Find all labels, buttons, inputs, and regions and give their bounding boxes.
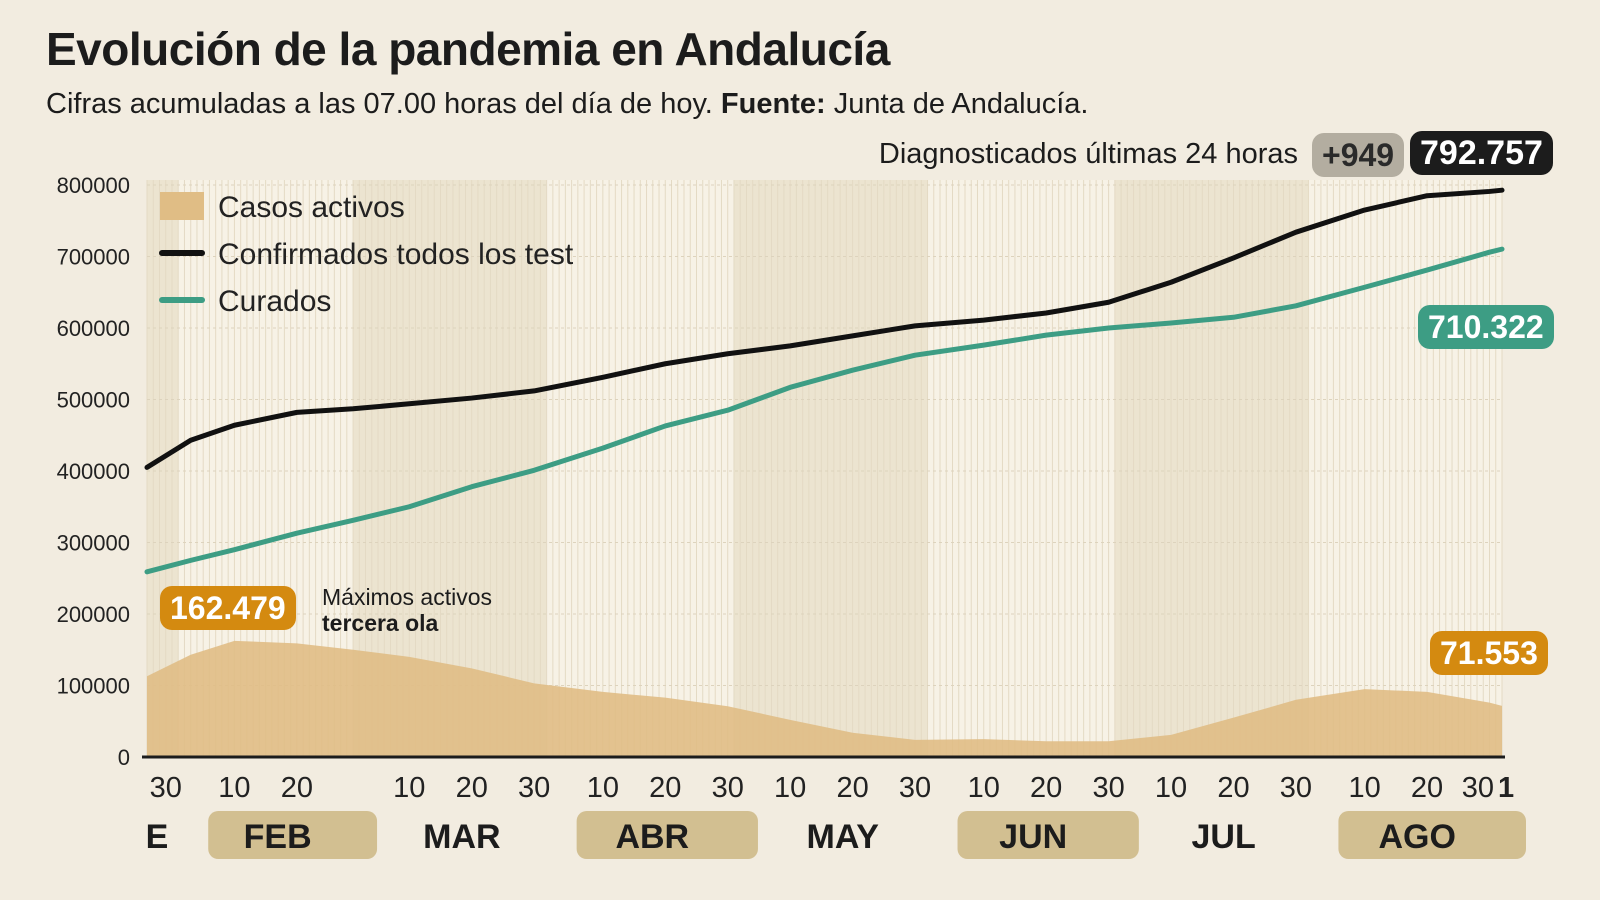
y-tick-label: 0: [118, 745, 130, 770]
peak-active-badge: 162.479: [160, 586, 296, 630]
month-label: FEB: [244, 818, 312, 856]
x-tick-label: 20: [649, 772, 681, 804]
x-tick-label: 10: [218, 772, 250, 804]
x-tick-label: 30: [518, 772, 550, 804]
month-label: MAR: [423, 818, 500, 856]
x-tick-label: 10: [774, 772, 806, 804]
month-label: AGO: [1378, 818, 1455, 856]
peak-label-1: Máximos activos: [322, 584, 492, 610]
legend-label: Casos activos: [218, 191, 405, 224]
y-tick-label: 800000: [57, 173, 130, 198]
x-tick-label: 30: [899, 772, 931, 804]
month-label: ABR: [615, 818, 689, 856]
month-label: MAY: [807, 818, 880, 856]
month-label: JUN: [999, 818, 1067, 856]
x-tick-label: 20: [1030, 772, 1062, 804]
x-tick-label: 20: [1411, 772, 1443, 804]
x-tick-label: 10: [393, 772, 425, 804]
x-tick-label: 10: [1348, 772, 1380, 804]
month-band: [733, 180, 928, 757]
subtitle-text: Cifras acumuladas a las 07.00 horas del …: [46, 88, 713, 120]
legend-swatch-active: [160, 192, 204, 220]
confirmed-line: [144, 187, 1505, 470]
delta-badge: +949: [1312, 133, 1405, 177]
active-cases-area: [147, 640, 1502, 757]
y-tick-label: 100000: [57, 674, 130, 699]
x-tick-label: 20: [281, 772, 313, 804]
legend-label: Curados: [218, 285, 331, 318]
x-tick-label: 20: [1217, 772, 1249, 804]
active-last-badge: 71.553: [1430, 631, 1548, 675]
x-tick-label: 30: [150, 772, 182, 804]
peak-annotation: Máximos activos tercera ola: [322, 584, 492, 636]
y-tick-label: 500000: [57, 388, 130, 413]
y-tick-label: 700000: [57, 245, 130, 270]
recovered-last-badge: 710.322: [1418, 305, 1554, 349]
month-pill: [1338, 811, 1526, 859]
x-tick-label: 20: [456, 772, 488, 804]
source-label: Fuente:: [720, 88, 826, 120]
month-band: [147, 180, 179, 757]
x-tick-label: 30: [1280, 772, 1312, 804]
diagnosed-label: Diagnosticados últimas 24 horas: [878, 138, 1298, 170]
x-tick-label: 30: [1092, 772, 1124, 804]
month-band: [1114, 180, 1309, 757]
chart-subtitle: Cifras acumuladas a las 07.00 horas del …: [46, 88, 1088, 121]
chart-title: Evolución de la pandemia en Andalucía: [46, 23, 890, 75]
x-tick-label: 30: [712, 772, 744, 804]
recovered-line: [144, 246, 1505, 575]
y-tick-label: 200000: [57, 602, 130, 627]
month-label: JUL: [1192, 818, 1256, 856]
month-pill: [576, 811, 758, 859]
legend-label: Confirmados todos los test: [218, 238, 574, 271]
x-tick-label: 1: [1498, 772, 1514, 804]
total-confirmed-badge: 792.757: [1410, 131, 1553, 175]
x-tick-label: 10: [1155, 772, 1187, 804]
y-tick-label: 400000: [57, 459, 130, 484]
month-pill: [957, 811, 1139, 859]
y-tick-label: 300000: [57, 531, 130, 556]
month-label: E: [146, 818, 169, 856]
x-tick-label: 30: [1462, 772, 1494, 804]
source-text: Junta de Andalucía.: [833, 88, 1089, 120]
x-tick-label: 20: [836, 772, 868, 804]
month-pill: [208, 811, 378, 859]
x-tick-label: 10: [968, 772, 1000, 804]
x-tick-label: 10: [587, 772, 619, 804]
peak-label-2: tercera ola: [322, 610, 439, 636]
y-tick-label: 600000: [57, 316, 130, 341]
